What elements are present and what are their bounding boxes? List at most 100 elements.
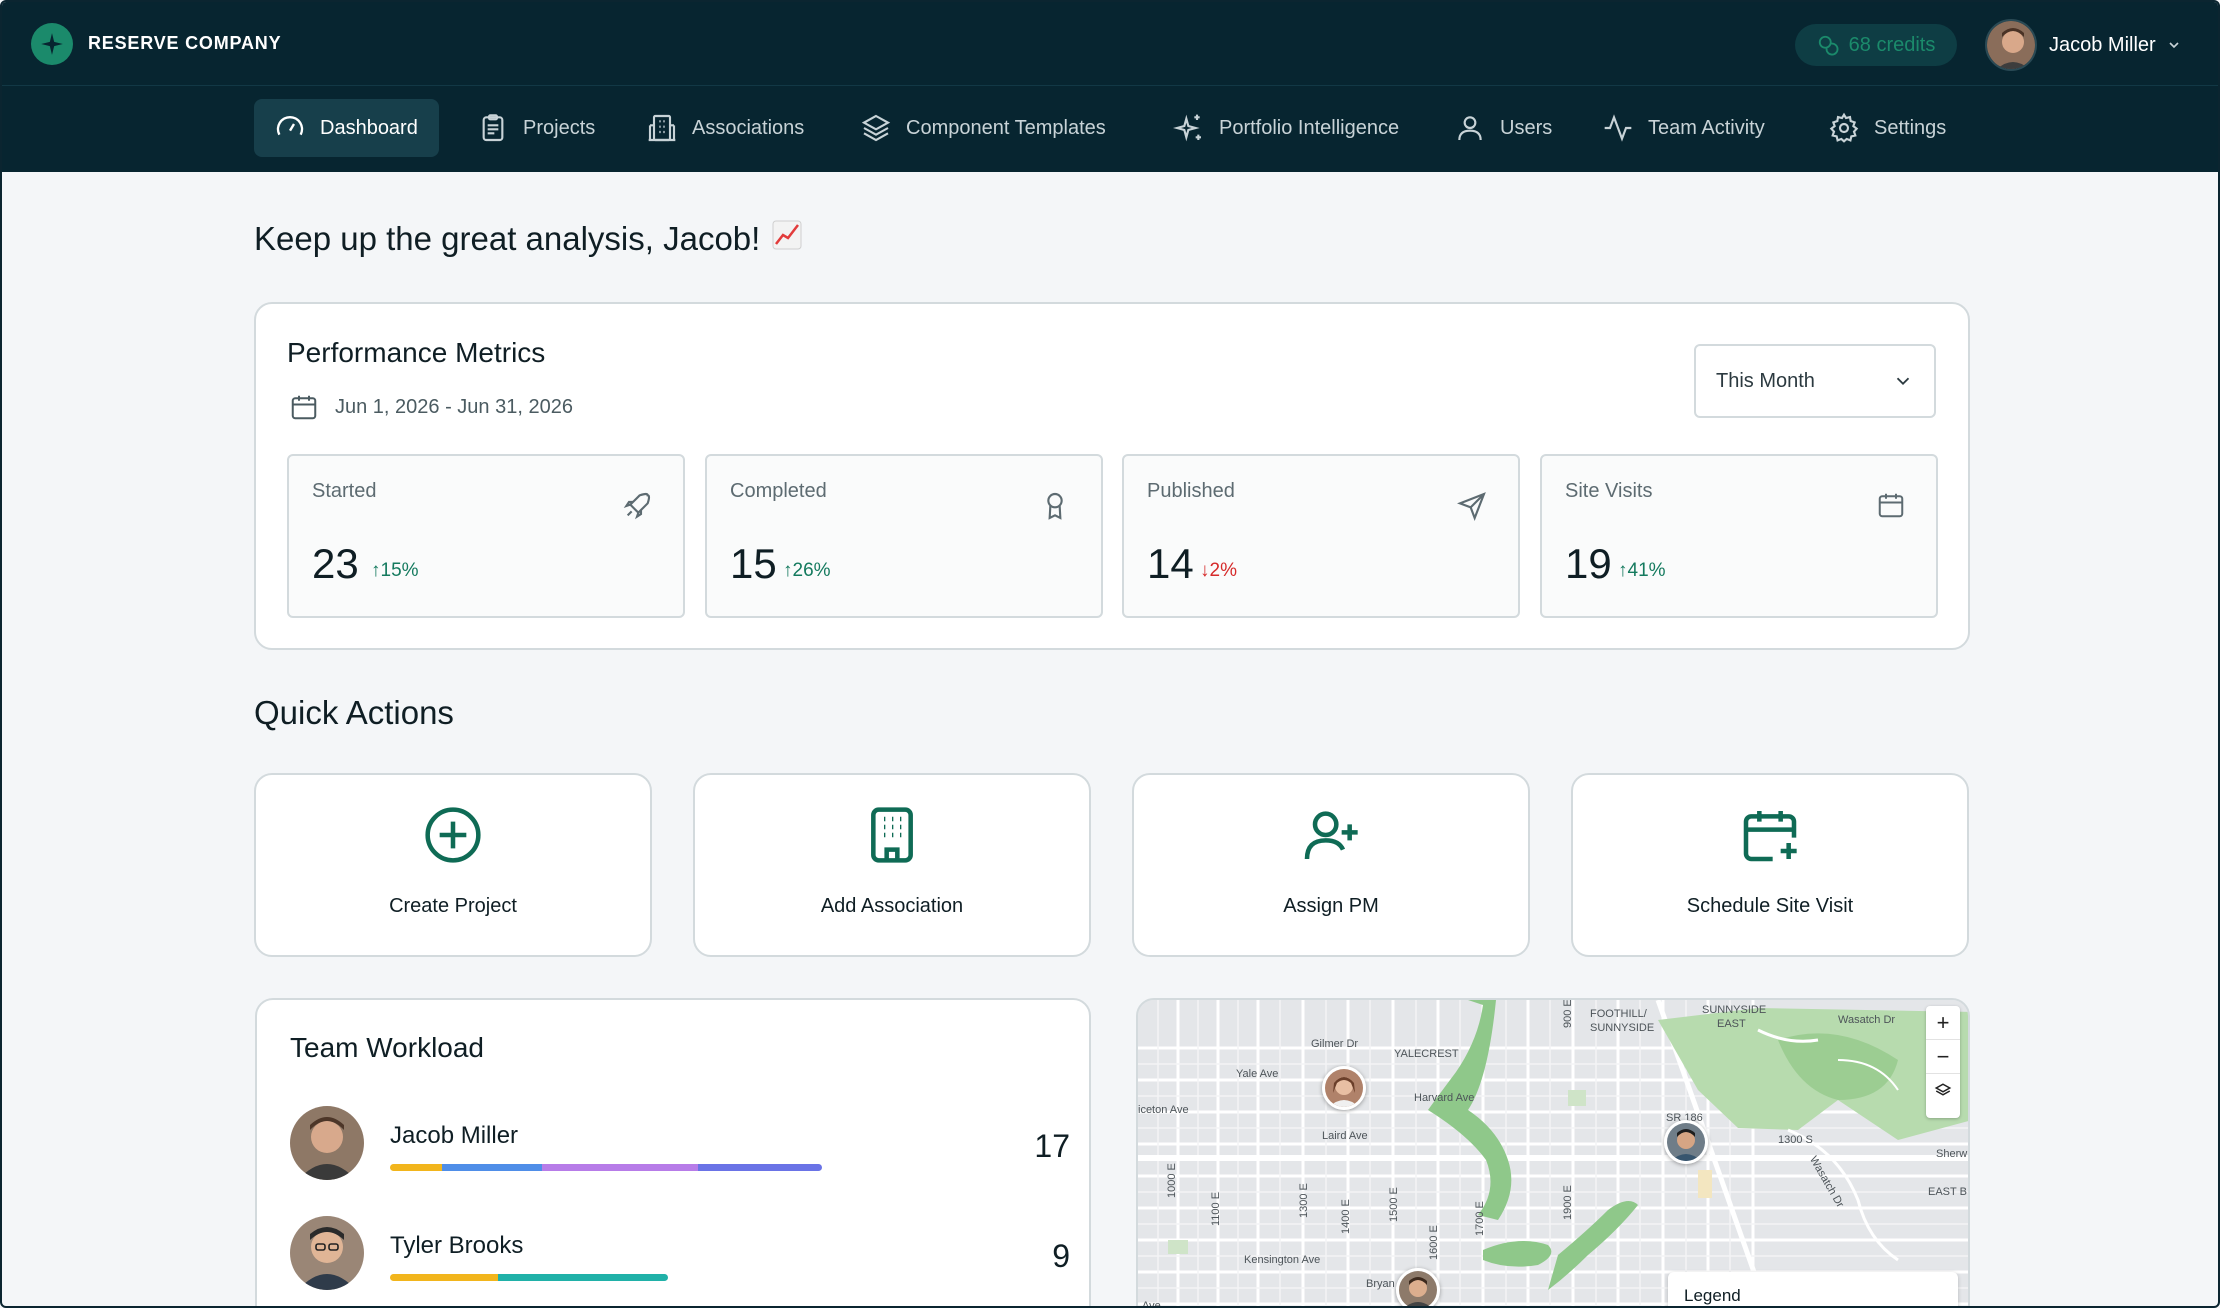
map-label: SUNNYSIDE	[1702, 1004, 1767, 1016]
workload-row[interactable]: Jacob Miller 17	[290, 1106, 1070, 1182]
chevron-down-icon	[1896, 377, 1910, 386]
nav-label: Settings	[1874, 116, 1947, 139]
stat-started[interactable]: Started 23 ↑ 15%	[287, 454, 685, 618]
add-association-button[interactable]: Add Association	[693, 773, 1091, 957]
projects-map[interactable]: FOOTHILL/ SUNNYSIDE SUNNYSIDE EAST Wasat…	[1136, 998, 1970, 1308]
brand-name: RESERVE COMPANY	[88, 33, 282, 53]
nav-users[interactable]: Users	[1434, 99, 1573, 157]
calendar-icon	[291, 395, 317, 420]
map-label: 1000 E	[1166, 1163, 1178, 1198]
map-label: Gilmer Dr	[1311, 1038, 1359, 1050]
sparkle-logo-icon	[31, 22, 73, 65]
avatar	[290, 1106, 364, 1180]
stat-value: 15	[730, 540, 777, 587]
stat-label: Published	[1147, 480, 1235, 502]
nav-associations[interactable]: Associations	[626, 99, 825, 157]
map-label: 1900 E	[1562, 1185, 1574, 1220]
greeting-text: Keep up the great analysis, Jacob!	[254, 220, 761, 257]
layers-button[interactable]	[1926, 1074, 1960, 1108]
schedule-site-visit-button[interactable]: Schedule Site Visit	[1571, 773, 1969, 957]
nav-settings[interactable]: Settings	[1808, 99, 1967, 157]
map-label: 1500 E	[1388, 1187, 1400, 1222]
map-legend: Legend	[1668, 1272, 1958, 1306]
stat-change: ↓ 2%	[1200, 560, 1237, 582]
period-select-value: This Month	[1716, 369, 1815, 392]
map-label: Bryan	[1366, 1278, 1395, 1290]
zoom-out-button[interactable]: −	[1926, 1040, 1960, 1074]
stat-site-visits[interactable]: Site Visits 19 ↑ 41%	[1540, 454, 1938, 618]
quick-action-label: Schedule Site Visit	[1686, 895, 1854, 917]
map-canvas[interactable]	[1138, 1000, 1970, 1308]
sparkles-icon	[1173, 114, 1201, 142]
stat-value: 23	[312, 540, 359, 587]
period-select[interactable]: This Month	[1694, 344, 1936, 418]
map-label: Yale Ave	[1236, 1068, 1279, 1080]
credits-badge[interactable]: 68 credits	[1795, 24, 1957, 66]
map-pin[interactable]	[1396, 1268, 1440, 1306]
stat-published[interactable]: Published 14 ↓ 2%	[1122, 454, 1520, 618]
workload-bar	[390, 1274, 668, 1281]
stat-completed[interactable]: Completed 15 ↑ 26%	[705, 454, 1103, 618]
chart-increasing-icon	[772, 220, 802, 258]
nav-projects[interactable]: Projects	[457, 99, 616, 157]
date-range-text: Jun 1, 2026 - Jun 31, 2026	[335, 395, 573, 418]
performance-metrics-card: Performance Metrics Jun 1, 2026 - Jun 31…	[254, 302, 1970, 650]
workload-row[interactable]: Tyler Brooks 9	[290, 1216, 1070, 1292]
nav-label: Portfolio Intelligence	[1219, 116, 1400, 139]
user-menu[interactable]: Jacob Miller	[1985, 19, 2182, 71]
stat-label: Started	[312, 480, 377, 502]
legend-title: Legend	[1684, 1286, 1741, 1305]
coins-icon	[1818, 35, 1839, 56]
assign-pm-button[interactable]: Assign PM	[1132, 773, 1530, 957]
stat-change: ↑ 15%	[371, 560, 419, 582]
send-icon	[1457, 492, 1486, 521]
avatar	[1985, 19, 2037, 71]
nav-label: Dashboard	[320, 116, 418, 139]
rocket-icon	[623, 492, 651, 520]
map-label: 1400 E	[1340, 1199, 1352, 1234]
map-label: Ave	[1142, 1300, 1161, 1308]
nav-team-activity[interactable]: Team Activity	[1582, 99, 1786, 157]
workload-title: Team Workload	[290, 1032, 485, 1063]
nav-dashboard[interactable]: Dashboard	[254, 99, 439, 157]
quick-action-label: Create Project	[389, 895, 517, 917]
user-icon	[1458, 116, 1482, 141]
nav-label: Users	[1500, 116, 1553, 139]
nav-component-templates[interactable]: Component Templates	[840, 99, 1127, 157]
user-name: Jacob Miller	[2049, 33, 2156, 56]
zoom-in-button[interactable]: +	[1926, 1006, 1960, 1040]
gauge-icon	[276, 115, 304, 136]
map-label: 1600 E	[1428, 1225, 1440, 1260]
nav-portfolio-intelligence[interactable]: Portfolio Intelligence	[1153, 99, 1420, 157]
top-bar: RESERVE COMPANY 68 credits Jacob Miller	[2, 2, 2218, 86]
map-label: SUNNYSIDE	[1590, 1022, 1655, 1034]
building-icon	[871, 807, 913, 863]
member-count: 9	[1052, 1238, 1070, 1274]
member-count: 17	[1034, 1128, 1070, 1164]
brand[interactable]: RESERVE COMPANY	[31, 22, 282, 65]
arrow-up-icon: ↑	[371, 560, 381, 581]
map-pin[interactable]	[1664, 1120, 1708, 1164]
stat-label: Completed	[730, 480, 827, 502]
map-label: 1300 E	[1298, 1183, 1310, 1218]
plus-circle-icon	[425, 807, 481, 863]
map-label: Kensington Ave	[1244, 1254, 1321, 1266]
arrow-down-icon: ↓	[1200, 560, 1210, 581]
member-name: Jacob Miller	[390, 1122, 519, 1149]
workload-bar	[390, 1164, 822, 1171]
user-plus-icon	[1304, 811, 1358, 860]
stat-value: 14	[1147, 540, 1194, 587]
activity-icon	[1604, 114, 1632, 142]
stat-change: ↑ 41%	[1618, 560, 1666, 582]
map-pin[interactable]	[1322, 1066, 1366, 1110]
stat-change-value: 26%	[792, 560, 831, 581]
nav-label: Projects	[523, 116, 596, 139]
map-label: FOOTHILL/	[1590, 1008, 1647, 1020]
stat-value: 19	[1565, 540, 1612, 587]
layers-icon	[1934, 1083, 1952, 1096]
create-project-button[interactable]: Create Project	[254, 773, 652, 957]
nav-label: Associations	[692, 116, 805, 139]
map-label: Laird Ave	[1322, 1130, 1368, 1142]
map-label: YALECREST	[1394, 1048, 1459, 1060]
